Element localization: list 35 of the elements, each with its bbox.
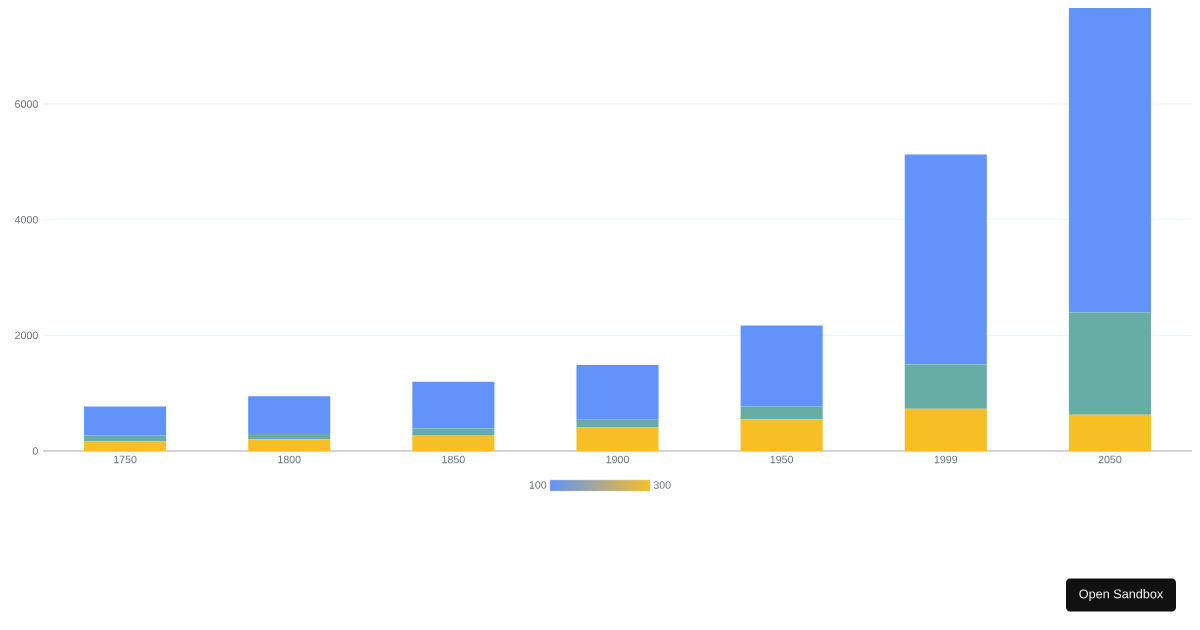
bar [248, 433, 331, 440]
x-tick-label: 1850 [442, 455, 465, 464]
x-tick-label: 1900 [606, 455, 629, 464]
y-tick-label: 6000 [15, 100, 38, 108]
bar [904, 154, 987, 365]
bar [84, 435, 167, 442]
bar [412, 428, 495, 436]
bar [740, 419, 823, 451]
y-tick-label: 2000 [15, 331, 38, 340]
y-tick-label: 4000 [14, 215, 38, 224]
bar [576, 427, 659, 451]
text: 300 [653, 481, 671, 489]
bar [576, 364, 659, 420]
bar [412, 381, 495, 429]
x-tick-label: 1950 [770, 455, 794, 464]
bar [248, 396, 331, 434]
text: Open Sandbox [1079, 589, 1164, 601]
bar [248, 439, 331, 451]
bar [740, 325, 823, 407]
x-tick-label: 1800 [278, 455, 301, 464]
x-tick-label: 2050 [1098, 455, 1122, 464]
bar [740, 406, 823, 420]
bar [84, 406, 167, 436]
x-tick-label: 1750 [114, 455, 137, 464]
bar [1068, 312, 1151, 415]
text: 100 [529, 481, 547, 489]
bar [1068, 414, 1151, 451]
bar [904, 408, 987, 451]
bar [904, 364, 987, 409]
x-tick-label: 1999 [934, 455, 958, 464]
bar [84, 441, 167, 451]
bar [576, 419, 659, 428]
y-tick-label: 0 [32, 447, 38, 455]
bar [1068, 7, 1151, 313]
bar [412, 435, 495, 451]
